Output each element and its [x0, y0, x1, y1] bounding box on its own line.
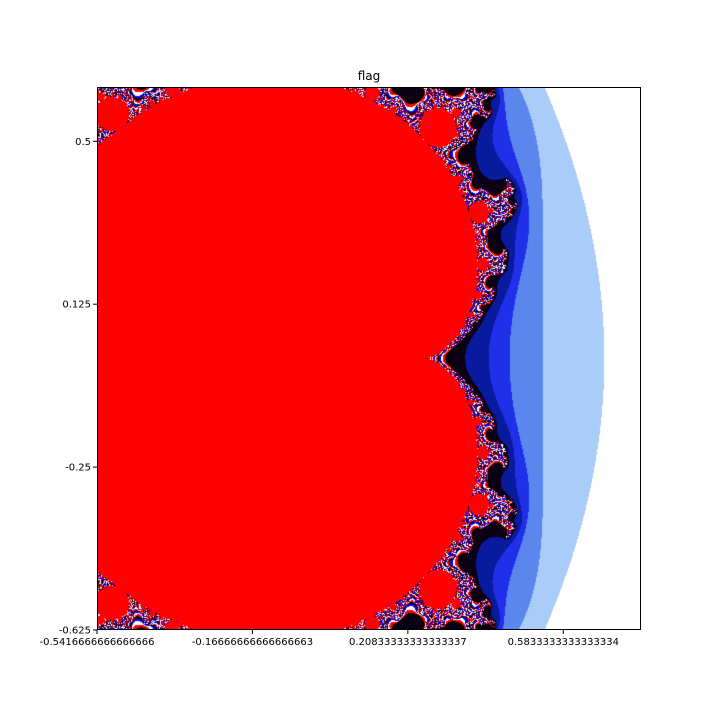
- x-tick-label: -0.5416666666666666: [40, 637, 155, 648]
- fractal-heatmap: [97, 87, 641, 630]
- x-tick-label: -0.16666666666666663: [192, 637, 313, 648]
- y-tick-label: 0.125: [62, 300, 91, 311]
- x-axis: -0.5416666666666666 -0.16666666666666663 0…: [40, 630, 619, 648]
- x-tick-label: 0.5833333333333334: [508, 637, 619, 648]
- x-tick-label: 0.20833333333333337: [349, 637, 467, 648]
- y-tick-label: 0.5: [75, 137, 91, 148]
- y-axis: 0.5 0.125 -0.25 -0.625: [59, 137, 97, 637]
- axes-frame: [97, 87, 641, 630]
- y-tick-label: -0.25: [65, 463, 91, 474]
- y-tick-label: -0.625: [59, 626, 91, 637]
- chart-title: flag: [358, 69, 381, 83]
- plot-area: [97, 87, 641, 630]
